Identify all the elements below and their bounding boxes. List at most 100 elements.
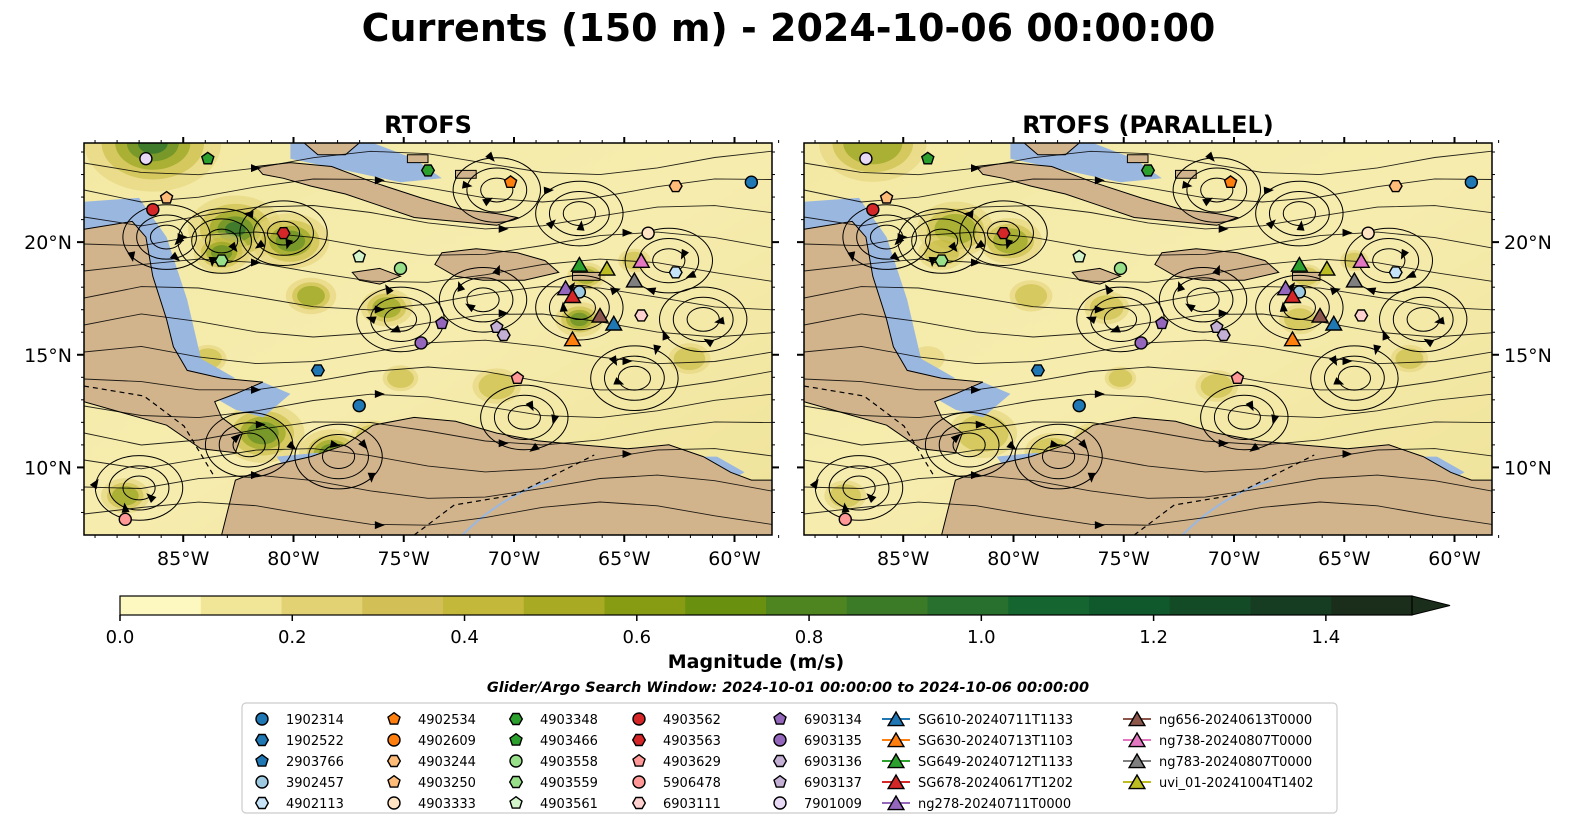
streamline-arrow — [1342, 357, 1353, 366]
map-markers-2 — [838, 151, 1479, 527]
legend-entry: ng656-20240613T0000 — [1123, 710, 1312, 728]
streamline-arrow — [1400, 248, 1409, 260]
land-mass — [84, 220, 264, 454]
argo-float-marker — [1140, 164, 1156, 177]
argo-float-marker — [434, 316, 449, 330]
legend-marker — [387, 796, 401, 810]
streamline-arrow — [228, 241, 238, 253]
streamline — [480, 177, 514, 203]
y-tick-label: 20°N — [24, 232, 72, 254]
streamline-arrow — [866, 493, 877, 503]
argo-float-marker — [1072, 398, 1086, 413]
streamline — [218, 422, 280, 468]
glider-marker — [1290, 256, 1309, 272]
x-tick-label: 70°W — [1208, 548, 1261, 570]
streamline — [507, 405, 541, 430]
streamline-arrow — [251, 471, 261, 480]
panel-title: RTOFS — [384, 111, 472, 139]
argo-float-marker — [146, 202, 160, 217]
legend-marker — [1127, 731, 1147, 748]
legend-marker — [386, 754, 402, 768]
land-mass — [406, 154, 429, 164]
streamline-arrow — [374, 305, 385, 314]
argo-float-marker — [879, 190, 894, 204]
legend-entry: 2903766 — [255, 753, 344, 770]
legend-entry: 4903244 — [386, 754, 476, 770]
argo-float-marker — [200, 151, 215, 165]
legend-marker — [1127, 752, 1147, 769]
streamline — [1158, 267, 1248, 333]
streamline-arrow — [1085, 316, 1097, 325]
argo-float-marker — [1388, 179, 1403, 193]
streamline — [438, 267, 528, 333]
streamline-arrow — [374, 176, 385, 185]
streamline — [804, 313, 1492, 338]
glider-marker — [563, 287, 582, 304]
legend-label: 7901009 — [804, 797, 862, 812]
colorbar-tick-label: 0.0 — [106, 627, 135, 648]
legend-label: 4903348 — [540, 713, 598, 728]
streamline — [659, 286, 748, 353]
colorbar-segment — [362, 596, 444, 615]
land-mass — [941, 416, 1492, 535]
legend-label: 6903135 — [804, 734, 862, 749]
streamline-arrow — [367, 472, 376, 483]
colorbar-tick-label: 1.0 — [967, 627, 996, 648]
legend-marker — [773, 796, 787, 810]
x-tick-label: 80°W — [987, 548, 1040, 570]
argo-float-marker — [420, 164, 436, 177]
glider-marker — [1352, 252, 1371, 268]
legend-label: 1902314 — [286, 713, 344, 728]
speed-contour — [829, 484, 861, 508]
streamline — [804, 393, 1492, 419]
argo-float-marker — [118, 512, 132, 527]
argo-float-marker — [1216, 328, 1231, 342]
legend-entry: 4903559 — [508, 775, 598, 791]
legend-marker — [773, 774, 787, 788]
streamline-arrow — [1078, 439, 1088, 450]
colorbar-extend-arrow — [1411, 595, 1451, 616]
shelf-water — [804, 197, 956, 386]
legend-label: 4903561 — [540, 797, 598, 812]
streamline — [804, 366, 1492, 391]
streamline — [84, 231, 772, 256]
streamline-arrow — [894, 235, 905, 246]
speed-contour — [478, 372, 516, 400]
streamline-arrow — [613, 377, 625, 385]
argo-float-marker — [859, 151, 873, 166]
legend-label: ng278-20240711T0000 — [918, 797, 1071, 812]
legend-entry: 4903562 — [632, 712, 721, 728]
colorbar-segment — [1250, 596, 1332, 615]
streamline-arrow — [498, 309, 509, 318]
streamline — [84, 205, 772, 230]
legend-marker — [509, 795, 523, 809]
shelf-water — [84, 197, 236, 386]
border-line — [413, 454, 595, 535]
legend-marker — [508, 712, 524, 726]
streamline — [84, 366, 772, 391]
streamline — [308, 434, 369, 480]
streamline — [672, 296, 734, 342]
border-line — [84, 385, 215, 477]
colorbar-tick-label: 0.6 — [622, 627, 651, 648]
argo-float-marker — [934, 254, 949, 267]
colorbar-tick-label: 0.2 — [278, 627, 307, 648]
streamline-arrow — [251, 258, 261, 267]
x-tick-label: 85°W — [157, 548, 210, 570]
legend-label: 4902534 — [418, 713, 476, 728]
colorbar-segment — [1169, 596, 1251, 615]
legend-entry: 3902457 — [255, 775, 344, 791]
streamline-arrow — [1202, 197, 1213, 207]
streamline — [1172, 157, 1262, 223]
land-mass — [1023, 143, 1080, 156]
y-tick-label: 10°N — [24, 457, 72, 479]
legend-label: 4902609 — [418, 734, 476, 749]
legend-label: ng783-20240807T0000 — [1159, 755, 1312, 770]
legend-label: 4903244 — [418, 755, 476, 770]
streamline-arrow — [1185, 303, 1196, 313]
legend-label: 4903563 — [663, 734, 721, 749]
legend-marker — [632, 753, 646, 767]
streamline-arrow — [251, 385, 261, 394]
streamline — [84, 150, 772, 176]
legend-label: SG630-20240713T1103 — [918, 734, 1073, 749]
